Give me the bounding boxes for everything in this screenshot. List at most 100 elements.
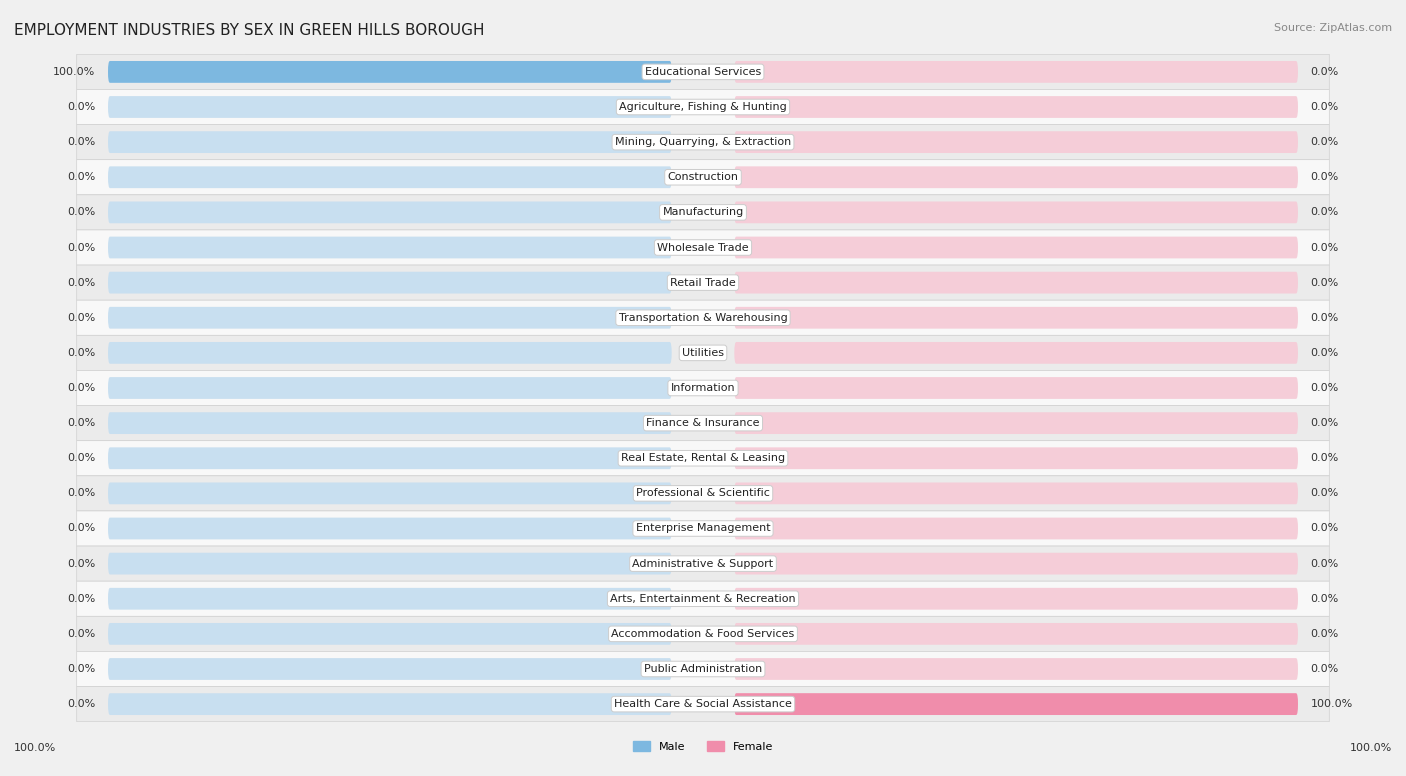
Text: 0.0%: 0.0% [1310,348,1339,358]
Text: 0.0%: 0.0% [67,699,96,709]
FancyBboxPatch shape [108,61,672,83]
Text: 0.0%: 0.0% [67,313,96,323]
FancyBboxPatch shape [108,202,672,223]
Text: 0.0%: 0.0% [1310,278,1339,288]
FancyBboxPatch shape [734,447,1298,469]
FancyBboxPatch shape [734,61,1298,83]
Text: Manufacturing: Manufacturing [662,207,744,217]
FancyBboxPatch shape [734,693,1298,715]
FancyBboxPatch shape [108,518,672,539]
FancyBboxPatch shape [734,412,1298,434]
Text: Transportation & Warehousing: Transportation & Warehousing [619,313,787,323]
Text: 0.0%: 0.0% [1310,559,1339,569]
FancyBboxPatch shape [77,125,1329,160]
Text: Administrative & Support: Administrative & Support [633,559,773,569]
FancyBboxPatch shape [108,272,672,293]
FancyBboxPatch shape [734,518,1298,539]
Text: 0.0%: 0.0% [67,102,96,112]
FancyBboxPatch shape [734,131,1298,153]
Text: 0.0%: 0.0% [1310,67,1339,77]
Text: 100.0%: 100.0% [53,67,96,77]
Text: 0.0%: 0.0% [67,418,96,428]
FancyBboxPatch shape [77,54,1329,89]
FancyBboxPatch shape [77,370,1329,406]
FancyBboxPatch shape [77,160,1329,195]
FancyBboxPatch shape [108,61,672,83]
FancyBboxPatch shape [734,202,1298,223]
Text: 0.0%: 0.0% [67,524,96,533]
Text: Mining, Quarrying, & Extraction: Mining, Quarrying, & Extraction [614,137,792,147]
Text: 0.0%: 0.0% [1310,418,1339,428]
FancyBboxPatch shape [77,300,1329,335]
Text: 0.0%: 0.0% [1310,524,1339,533]
FancyBboxPatch shape [77,616,1329,651]
Text: 0.0%: 0.0% [67,559,96,569]
Text: 0.0%: 0.0% [1310,453,1339,463]
Text: 0.0%: 0.0% [67,278,96,288]
FancyBboxPatch shape [108,96,672,118]
Text: Retail Trade: Retail Trade [671,278,735,288]
FancyBboxPatch shape [734,342,1298,364]
Text: Enterprise Management: Enterprise Management [636,524,770,533]
Text: 0.0%: 0.0% [1310,207,1339,217]
FancyBboxPatch shape [108,483,672,504]
FancyBboxPatch shape [734,237,1298,258]
FancyBboxPatch shape [108,412,672,434]
FancyBboxPatch shape [108,623,672,645]
Text: 0.0%: 0.0% [1310,488,1339,498]
Text: 100.0%: 100.0% [14,743,56,753]
FancyBboxPatch shape [77,651,1329,687]
FancyBboxPatch shape [734,307,1298,329]
Text: Utilities: Utilities [682,348,724,358]
FancyBboxPatch shape [734,166,1298,188]
Text: Wholesale Trade: Wholesale Trade [657,243,749,252]
FancyBboxPatch shape [108,553,672,574]
Text: EMPLOYMENT INDUSTRIES BY SEX IN GREEN HILLS BOROUGH: EMPLOYMENT INDUSTRIES BY SEX IN GREEN HI… [14,23,485,38]
Text: 0.0%: 0.0% [67,172,96,182]
Text: 0.0%: 0.0% [1310,594,1339,604]
FancyBboxPatch shape [108,131,672,153]
Text: 0.0%: 0.0% [67,488,96,498]
Text: Real Estate, Rental & Leasing: Real Estate, Rental & Leasing [621,453,785,463]
Text: 0.0%: 0.0% [1310,102,1339,112]
FancyBboxPatch shape [734,658,1298,680]
Text: Accommodation & Food Services: Accommodation & Food Services [612,629,794,639]
Text: Educational Services: Educational Services [645,67,761,77]
FancyBboxPatch shape [734,588,1298,610]
FancyBboxPatch shape [77,581,1329,616]
FancyBboxPatch shape [77,441,1329,476]
Text: 0.0%: 0.0% [1310,172,1339,182]
FancyBboxPatch shape [77,511,1329,546]
Text: 0.0%: 0.0% [67,137,96,147]
FancyBboxPatch shape [734,96,1298,118]
Text: 0.0%: 0.0% [67,629,96,639]
FancyBboxPatch shape [734,553,1298,574]
Legend: Male, Female: Male, Female [628,736,778,756]
Text: 0.0%: 0.0% [1310,137,1339,147]
FancyBboxPatch shape [734,483,1298,504]
Text: 0.0%: 0.0% [67,594,96,604]
FancyBboxPatch shape [77,335,1329,370]
Text: 0.0%: 0.0% [1310,243,1339,252]
Text: 0.0%: 0.0% [67,207,96,217]
Text: Agriculture, Fishing & Hunting: Agriculture, Fishing & Hunting [619,102,787,112]
FancyBboxPatch shape [77,406,1329,441]
Text: 0.0%: 0.0% [67,664,96,674]
FancyBboxPatch shape [734,272,1298,293]
FancyBboxPatch shape [108,342,672,364]
Text: Professional & Scientific: Professional & Scientific [636,488,770,498]
FancyBboxPatch shape [77,230,1329,265]
Text: Arts, Entertainment & Recreation: Arts, Entertainment & Recreation [610,594,796,604]
FancyBboxPatch shape [77,687,1329,722]
Text: 0.0%: 0.0% [67,383,96,393]
FancyBboxPatch shape [108,658,672,680]
FancyBboxPatch shape [734,693,1298,715]
FancyBboxPatch shape [77,476,1329,511]
FancyBboxPatch shape [108,237,672,258]
FancyBboxPatch shape [108,588,672,610]
Text: Source: ZipAtlas.com: Source: ZipAtlas.com [1274,23,1392,33]
Text: Finance & Insurance: Finance & Insurance [647,418,759,428]
Text: 0.0%: 0.0% [1310,629,1339,639]
FancyBboxPatch shape [108,693,672,715]
Text: 0.0%: 0.0% [1310,313,1339,323]
